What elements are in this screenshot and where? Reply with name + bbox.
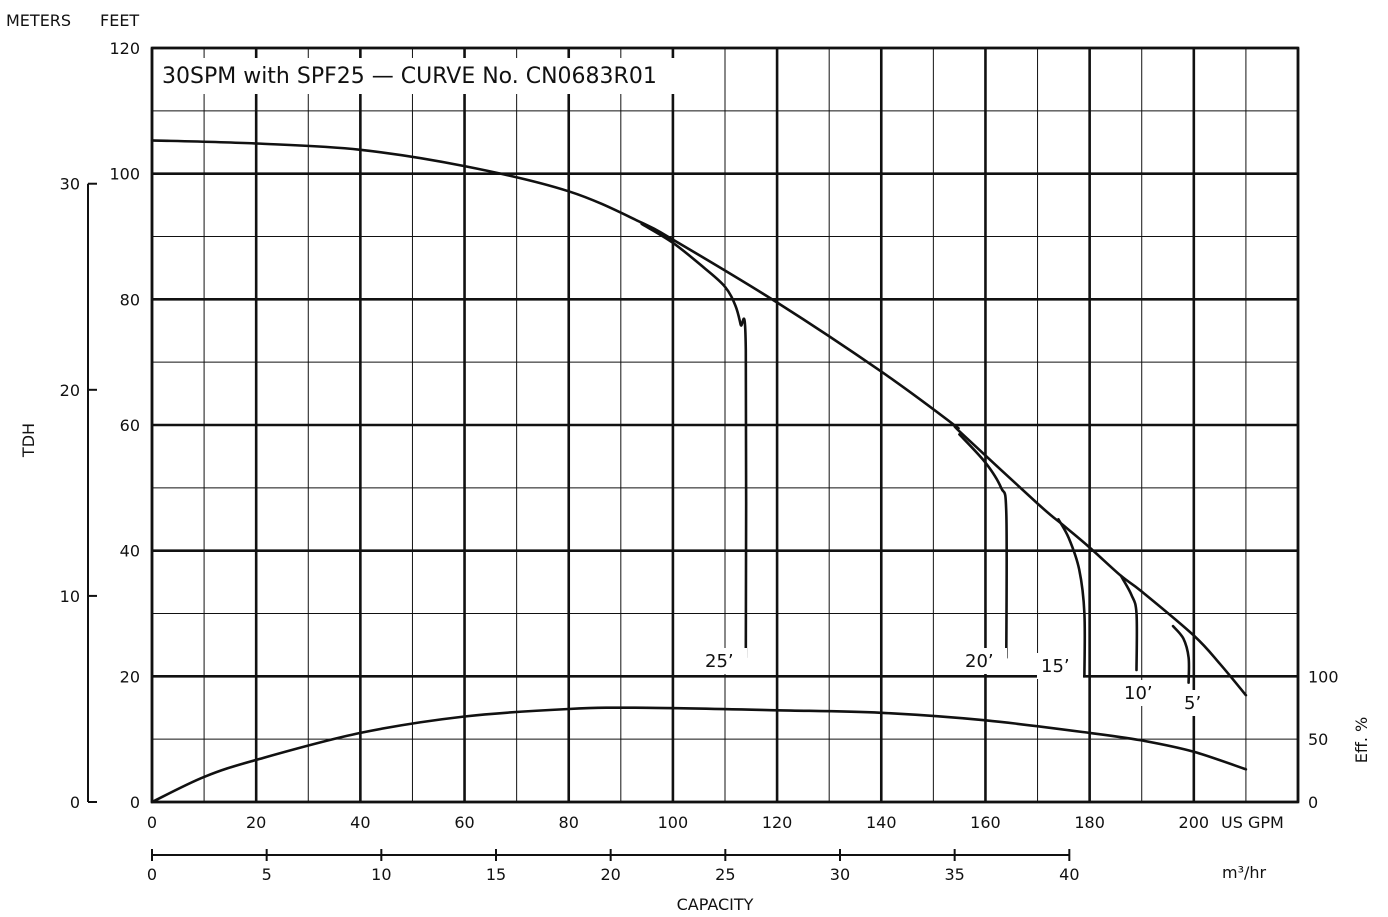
feet-tick-label: 100	[109, 165, 140, 184]
curve-label: 25’	[705, 651, 734, 672]
m3hr-tick-label: 40	[1059, 865, 1079, 884]
efficiency-axis-title: Eff. %	[1352, 717, 1371, 764]
x-tick-label: 40	[350, 813, 370, 832]
m3hr-tick-label: 25	[715, 865, 735, 884]
x-tick-label: 120	[762, 813, 793, 832]
head-curve	[1119, 574, 1139, 672]
tdh-axis-title: TDH	[19, 423, 38, 458]
m3hr-tick-label: 5	[262, 865, 272, 884]
plot-frame	[150, 46, 1300, 804]
feet-tick-label: 60	[120, 416, 140, 435]
x-tick-label: 160	[970, 813, 1001, 832]
head-curve	[1171, 624, 1191, 684]
x-tick-label: 200	[1179, 813, 1210, 832]
x-tick-label: 140	[866, 813, 897, 832]
x-tick-label: 100	[658, 813, 689, 832]
grid	[150, 46, 1300, 804]
x-tick-label: 80	[559, 813, 579, 832]
m3hr-unit-label: m³/hr	[1222, 863, 1267, 882]
m3hr-tick-label: 30	[830, 865, 850, 884]
efficiency-curve	[150, 706, 1248, 804]
m3hr-tick-label: 10	[371, 865, 391, 884]
head-curve	[150, 139, 1248, 697]
head-curve	[958, 433, 1008, 659]
feet-tick-label: 120	[109, 39, 140, 58]
head-curve	[1057, 518, 1087, 678]
meters-tick-label: 0	[70, 793, 80, 812]
x-tick-label: 0	[147, 813, 157, 832]
meters-tick-label: 30	[60, 175, 80, 194]
curve-label-background	[1180, 690, 1214, 716]
x-tick-label: 180	[1074, 813, 1105, 832]
meters-tick-label: 10	[60, 587, 80, 606]
curve-label: 10’	[1124, 683, 1153, 704]
m3hr-tick-label: 15	[486, 865, 506, 884]
curve-label-background	[1037, 653, 1083, 679]
curve-label: 15’	[1041, 656, 1070, 677]
chart-title-background	[156, 58, 716, 94]
feet-tick-label: 0	[130, 793, 140, 812]
m3hr-tick-label: 0	[147, 865, 157, 884]
curve-label: 5’	[1184, 693, 1201, 714]
chart-title: 30SPM with SPF25 — CURVE No. CN0683R01	[162, 64, 657, 89]
efficiency-tick-label: 100	[1308, 667, 1339, 686]
x-tick-label: 20	[246, 813, 266, 832]
head-curve	[640, 222, 748, 659]
us-gpm-unit-label: US GPM	[1221, 813, 1284, 832]
efficiency-tick-label: 50	[1308, 730, 1328, 749]
curve-label: 20’	[965, 651, 994, 672]
meters-axis-unit: METERS	[6, 11, 71, 30]
x-tick-label: 60	[454, 813, 474, 832]
efficiency-tick-label: 0	[1308, 793, 1318, 812]
curves: 25’ 20’ 15’ 10’ 5’	[150, 139, 1248, 804]
feet-axis-unit: FEET	[100, 11, 139, 30]
curve-label-background	[961, 648, 1007, 674]
capacity-axis-title: CAPACITY	[677, 895, 754, 914]
curve-label-background	[1120, 680, 1166, 706]
m3hr-tick-label: 35	[944, 865, 964, 884]
meters-tick-label: 20	[60, 381, 80, 400]
feet-tick-label: 80	[120, 290, 140, 309]
curve-label-background	[701, 648, 747, 674]
m3hr-tick-label: 20	[600, 865, 620, 884]
feet-tick-label: 20	[120, 667, 140, 686]
feet-tick-label: 40	[120, 542, 140, 561]
